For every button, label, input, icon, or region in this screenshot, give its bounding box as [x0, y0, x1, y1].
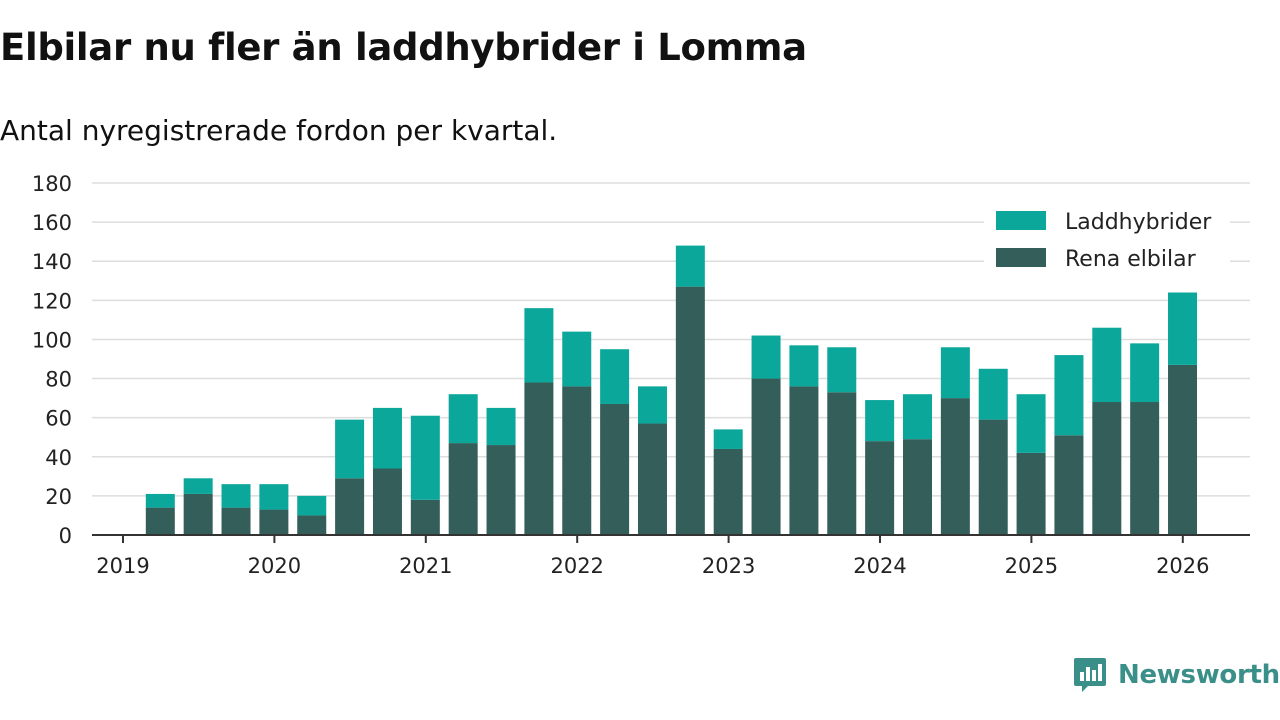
bar-laddhybrider [1016, 394, 1046, 453]
bar-laddhybrider [448, 394, 478, 444]
bar-laddhybrider [600, 349, 630, 404]
bar-laddhybrider [978, 368, 1008, 420]
x-tick-label: 2026 [1156, 554, 1209, 578]
bar-laddhybrider [486, 407, 516, 446]
y-tick-label: 0 [59, 524, 72, 548]
y-tick-label: 100 [32, 328, 72, 352]
bar-laddhybrider [827, 347, 857, 393]
newsworthy-logo-icon [1074, 658, 1106, 692]
x-tick-label: 2022 [550, 554, 603, 578]
bar-rena-elbilar [865, 441, 895, 535]
bar-laddhybrider [145, 493, 175, 508]
x-tick-label: 2020 [248, 554, 301, 578]
chart-subtitle: Antal nyregistrerade fordon per kvartal. [0, 114, 558, 147]
x-tick-label: 2025 [1005, 554, 1058, 578]
legend-swatch [996, 211, 1046, 230]
bar-rena-elbilar [221, 507, 251, 535]
brand-name: Newsworthy [1118, 660, 1280, 690]
bar-rena-elbilar [903, 439, 932, 535]
bar-laddhybrider [259, 484, 289, 510]
x-tick-label: 2021 [399, 554, 452, 578]
bar-rena-elbilar [978, 419, 1008, 535]
bar-rena-elbilar [1168, 364, 1198, 535]
bar-rena-elbilar [297, 515, 327, 535]
bar-rena-elbilar [713, 448, 743, 535]
bar-rena-elbilar [410, 499, 440, 535]
bar-laddhybrider [903, 394, 932, 440]
bar-laddhybrider [297, 495, 327, 516]
bar-rena-elbilar [372, 468, 402, 535]
bar-laddhybrider [675, 245, 705, 287]
bar-rena-elbilar [789, 386, 819, 535]
y-tick-label: 160 [32, 211, 72, 235]
bar-laddhybrider [221, 484, 251, 508]
bar-rena-elbilar [675, 286, 705, 535]
y-tick-label: 120 [32, 289, 72, 313]
bar-laddhybrider [751, 335, 781, 379]
bar-rena-elbilar [448, 443, 478, 535]
bar-rena-elbilar [486, 445, 516, 535]
y-tick-label: 140 [32, 250, 72, 274]
bar-rena-elbilar [600, 403, 630, 535]
bar-rena-elbilar [827, 392, 857, 535]
stacked-bar-chart: 0 20 40 60 80 100 120 140 160 180 2019 2020 2021 202… [32, 172, 1250, 578]
bar-rena-elbilar [1130, 402, 1160, 535]
x-tick-label: 2023 [702, 554, 755, 578]
gridlines [92, 182, 1250, 497]
legend-swatch [996, 248, 1046, 267]
bar-rena-elbilar [1016, 452, 1046, 535]
bar-rena-elbilar [1092, 402, 1122, 535]
bar-rena-elbilar [637, 423, 667, 535]
bar-rena-elbilar [751, 378, 781, 535]
bar-rena-elbilar [335, 478, 365, 535]
bar-laddhybrider [789, 345, 819, 387]
bar-laddhybrider [1092, 327, 1122, 403]
bar-laddhybrider [183, 478, 213, 494]
bar-rena-elbilar [145, 507, 175, 535]
x-tick-label: 2024 [853, 554, 906, 578]
y-tick-label: 80 [45, 368, 72, 392]
bar-laddhybrider [410, 415, 440, 500]
legend-label: Laddhybrider [1065, 210, 1212, 235]
bar-rena-elbilar [259, 509, 289, 535]
y-axis-ticks: 0 20 40 60 80 100 120 140 160 180 [32, 172, 72, 548]
y-tick-label: 180 [32, 172, 72, 196]
y-tick-label: 20 [45, 485, 72, 509]
bar-rena-elbilar [562, 386, 592, 535]
x-axis: 2019 2020 2021 2022 2023 2024 2025 2026 [92, 534, 1250, 578]
legend-label: Rena elbilar [1065, 247, 1197, 272]
bars [145, 245, 1198, 535]
y-tick-label: 40 [45, 446, 72, 470]
bar-rena-elbilar [183, 493, 213, 535]
bar-laddhybrider [372, 407, 402, 469]
bar-laddhybrider [713, 429, 743, 449]
bar-laddhybrider [562, 331, 592, 387]
bar-laddhybrider [940, 347, 970, 399]
bar-laddhybrider [865, 400, 895, 442]
bar-rena-elbilar [940, 398, 970, 535]
bar-laddhybrider [1054, 355, 1084, 436]
y-tick-label: 60 [45, 407, 72, 431]
brand-logo: Newsworthy [1072, 656, 1280, 694]
bar-laddhybrider [1168, 292, 1198, 365]
x-tick-label: 2019 [96, 554, 149, 578]
legend: Laddhybrider Rena elbilar [984, 200, 1230, 278]
bar-laddhybrider [1130, 343, 1160, 403]
chart-title: Elbilar nu fler än laddhybrider i Lomma [0, 26, 807, 69]
bar-laddhybrider [637, 386, 667, 424]
bar-rena-elbilar [524, 382, 554, 535]
bar-laddhybrider [335, 419, 365, 479]
bar-rena-elbilar [1054, 435, 1084, 535]
bar-laddhybrider [524, 308, 554, 383]
